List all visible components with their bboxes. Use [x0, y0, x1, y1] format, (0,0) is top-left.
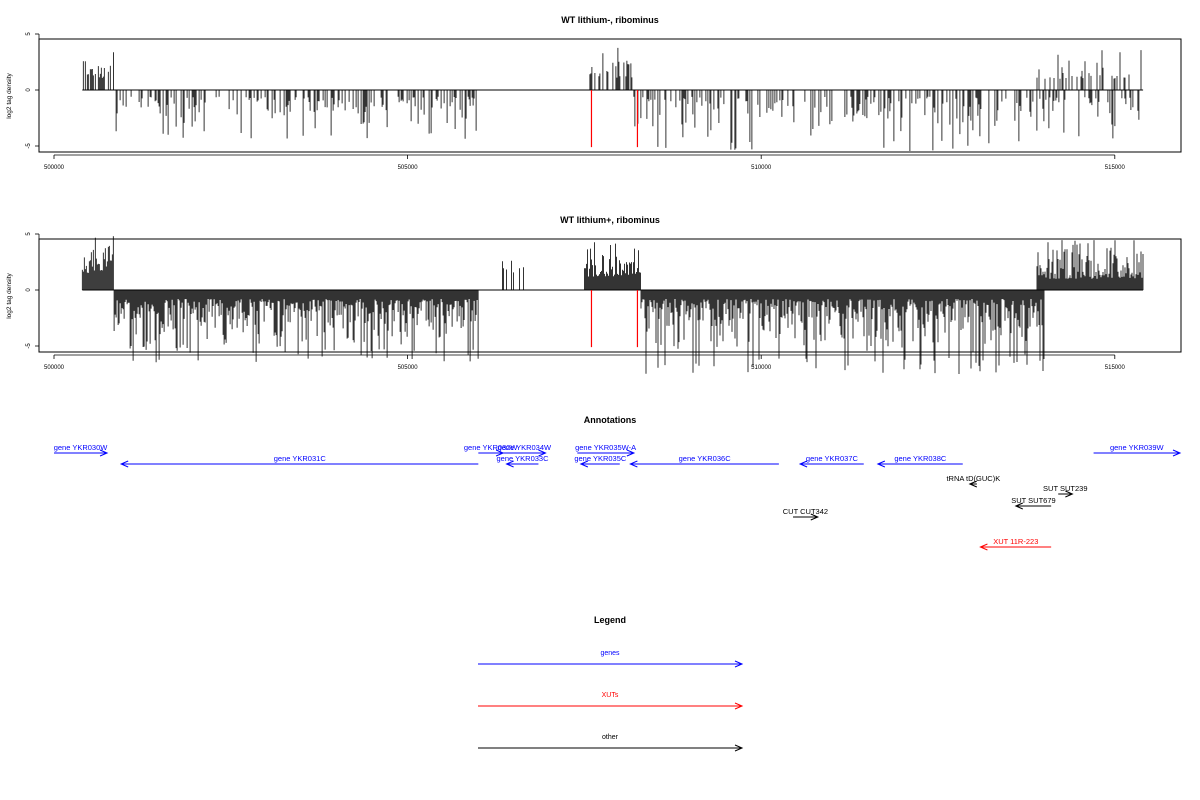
annotation-label: gene YKR036C	[679, 454, 732, 463]
y-tick-label: 0	[26, 88, 32, 92]
annotation-label: gene YKR035W-A	[575, 443, 636, 452]
legend-label: other	[602, 734, 619, 741]
legend-items: genes XUTs other	[478, 650, 744, 752]
legend-arrowhead	[734, 702, 744, 710]
x-tick-label: 500000	[44, 165, 65, 171]
panel-lithium-minus: WT lithium-, ribominus log2 tag density …	[6, 15, 1182, 171]
annotation-arrowhead	[1065, 490, 1074, 498]
x-tick-label: 515000	[1105, 365, 1126, 371]
y-tick-label: 0	[26, 288, 32, 292]
annotation-label: tRNA tD(GUC)K	[946, 474, 1000, 483]
legend-arrowhead	[734, 660, 744, 668]
annotation-feature: gene YKR030W	[54, 443, 109, 457]
annotation-arrowhead	[538, 449, 547, 457]
annotation-label: SUT SUT239	[1043, 484, 1087, 493]
annotation-feature: gene YKR035C	[574, 454, 627, 468]
annotations-title: Annotations	[584, 415, 637, 425]
panel-1-axes: -5 0 5 500000 505000 510000 515000	[26, 32, 1125, 171]
x-tick-label: 505000	[398, 365, 419, 371]
annotation-feature: SUT SUT679	[1011, 496, 1056, 510]
annotation-arrowhead	[979, 543, 988, 551]
annotation-feature: XUT 11R-223	[979, 537, 1052, 551]
legend-item: XUTs	[478, 692, 744, 710]
annotation-arrowhead	[579, 460, 589, 468]
y-tick-label: -5	[26, 143, 32, 149]
annotation-label: gene YKR031C	[274, 454, 327, 463]
x-tick-label: 510000	[751, 365, 772, 371]
annotation-label: gene YKR032W	[464, 443, 519, 452]
panel-1-frame	[38, 38, 1182, 153]
x-tick-label: 515000	[1105, 165, 1126, 171]
legend-label: XUTs	[602, 692, 619, 699]
annotation-arrowhead	[798, 460, 808, 468]
annotation-feature: gene YKR037C	[798, 454, 864, 468]
annotation-feature: gene YKR036C	[629, 454, 779, 468]
y-tick-label: -5	[26, 343, 32, 349]
legend-item: other	[478, 734, 744, 752]
legend-title: Legend	[594, 615, 626, 625]
annotation-label: CUT CUT342	[783, 507, 828, 516]
panel-1-title: WT lithium-, ribominus	[561, 15, 659, 25]
x-tick-label: 505000	[398, 165, 419, 171]
annotation-arrowhead	[629, 460, 638, 468]
annotation-arrowhead	[505, 460, 514, 468]
annotation-arrowhead	[99, 449, 109, 457]
annotation-arrowhead	[626, 449, 636, 457]
annotation-arrowhead	[119, 460, 129, 468]
annotation-feature: gene YKR034W	[497, 443, 552, 457]
annotation-label: XUT 11R-223	[993, 537, 1038, 546]
annotation-arrowhead	[876, 460, 886, 468]
annotations-panel: Annotations gene YKR030W gene YKR031C gene…	[54, 415, 1182, 551]
annotation-label: gene YKR034W	[497, 443, 552, 452]
annotation-label: gene YKR035C	[574, 454, 627, 463]
x-tick-label: 510000	[751, 165, 772, 171]
annotation-label: gene YKR030W	[54, 443, 109, 452]
panel-lithium-plus: WT lithium+, ribominus log2 tag density …	[6, 215, 1182, 374]
y-tick-label: 5	[26, 32, 32, 36]
annotation-label: gene YKR033C	[497, 454, 550, 463]
panel-1-ylabel: log2 tag density	[6, 72, 13, 118]
annotation-feature: gene YKR038C	[876, 454, 963, 468]
annotation-label: SUT SUT679	[1011, 496, 1055, 505]
panel-2-ylabel: log2 tag density	[6, 272, 13, 318]
annotation-feature: tRNA tD(GUC)K	[946, 474, 1000, 488]
panel-1-markers	[590, 90, 639, 148]
annotation-arrowhead	[810, 513, 820, 521]
annotation-feature: gene YKR033C	[497, 454, 550, 468]
annotation-arrowhead	[1014, 502, 1023, 510]
panel-2-title: WT lithium+, ribominus	[560, 215, 660, 225]
annotation-arrowhead	[968, 480, 978, 488]
panel-2-markers	[590, 290, 639, 348]
legend-panel: Legend genes XUTs other	[478, 615, 744, 752]
annotation-feature: gene YKR031C	[119, 454, 479, 468]
x-tick-label: 500000	[44, 365, 65, 371]
annotation-feature: CUT CUT342	[783, 507, 828, 521]
legend-arrowhead	[734, 744, 744, 752]
y-tick-label: 5	[26, 232, 32, 236]
annotation-feature: gene YKR035W-A	[575, 443, 636, 457]
legend-item: genes	[478, 650, 744, 668]
annotation-feature: SUT SUT239	[1043, 484, 1088, 498]
legend-label: genes	[600, 650, 620, 657]
panel-2-bars	[81, 236, 1144, 374]
panel-2-axes: -5 0 5 500000 505000 510000 515000	[26, 232, 1125, 371]
annotation-label: gene YKR037C	[806, 454, 859, 463]
annotation-arrowhead	[1172, 449, 1182, 457]
annotation-label: gene YKR038C	[894, 454, 947, 463]
panel-1-bars	[82, 47, 1144, 151]
annotation-label: gene YKR039W	[1110, 443, 1165, 452]
annotation-feature: gene YKR039W	[1093, 443, 1182, 457]
